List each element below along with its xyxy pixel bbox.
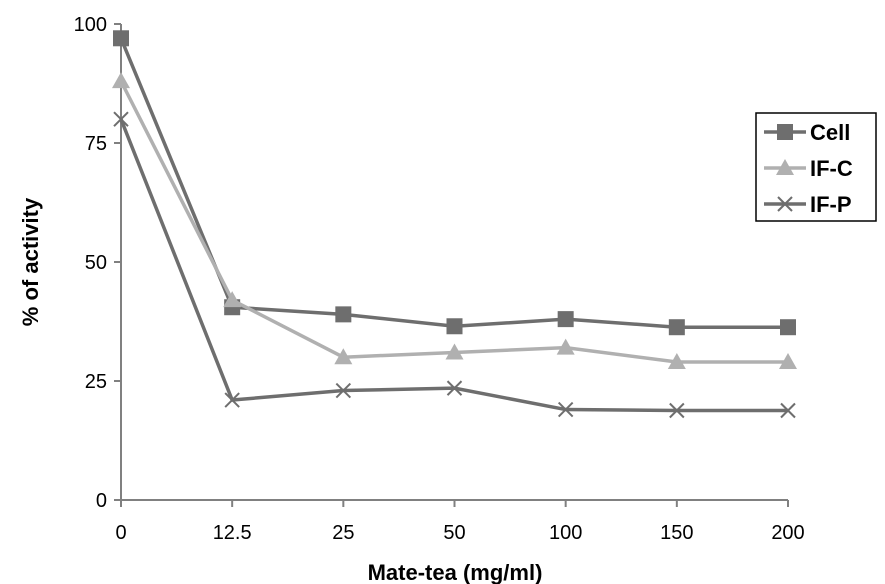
series-line-if-p <box>119 118 788 413</box>
data-point-if-c <box>223 291 242 308</box>
legend-label: IF-C <box>810 156 853 181</box>
data-point-if-c <box>334 348 353 365</box>
data-point-if-p <box>113 111 129 127</box>
data-point-if-c <box>556 338 575 355</box>
x-tick-label: 150 <box>660 522 693 544</box>
data-point-cell <box>557 311 574 328</box>
y-axis-title: % of activity <box>18 197 43 326</box>
data-point-if-p <box>780 402 796 419</box>
legend-marker-if-p <box>777 196 793 212</box>
legend-marker-cell <box>777 124 793 140</box>
y-tick-label: 100 <box>74 14 107 36</box>
legend-label: Cell <box>810 120 850 145</box>
data-point-if-p <box>446 380 463 396</box>
y-tick-label: 25 <box>85 371 107 393</box>
legend-marker-if-c <box>776 159 794 175</box>
data-point-if-p <box>224 392 240 408</box>
axes <box>120 24 788 501</box>
legend-item-if-c: IF-C <box>764 156 853 181</box>
x-tick-label: 0 <box>115 522 126 544</box>
data-point-if-c <box>779 352 797 369</box>
legend: Cell IF-C IF-P <box>755 112 877 222</box>
x-tick-label: 12.5 <box>213 522 252 544</box>
data-point-if-p <box>669 402 685 419</box>
x-tick-label: 100 <box>549 522 582 544</box>
data-point-cell <box>668 319 685 336</box>
data-point-if-p <box>335 382 352 399</box>
x-tick-label: 200 <box>771 522 804 544</box>
x-tick-label: 50 <box>443 522 465 544</box>
y-tick-label: 50 <box>85 252 107 274</box>
data-point-if-p <box>557 401 574 418</box>
legend-label: IF-P <box>810 192 852 217</box>
y-ticks: 0 25 50 75 100 <box>74 14 121 512</box>
data-point-cell <box>780 319 796 336</box>
data-point-if-c <box>667 352 686 369</box>
data-point-if-c <box>112 72 130 89</box>
y-tick-label: 75 <box>85 133 107 155</box>
legend-item-if-p: IF-P <box>764 192 852 217</box>
series-layer <box>112 30 797 419</box>
y-tick-label: 0 <box>96 490 107 512</box>
x-axis-title: Mate-tea (mg/ml) <box>368 560 543 584</box>
series-line-cell <box>119 37 788 329</box>
data-point-cell <box>335 306 352 323</box>
data-point-if-c <box>445 343 464 360</box>
data-point-cell <box>446 318 463 335</box>
series-if-p <box>113 111 796 419</box>
series-cell <box>113 30 796 336</box>
legend-item-cell: Cell <box>764 120 850 145</box>
series-if-c <box>112 72 797 369</box>
x-ticks: 0 12.5 25 50 100 150 200 <box>115 500 805 544</box>
data-point-cell <box>113 30 129 47</box>
x-tick-label: 25 <box>332 522 354 544</box>
